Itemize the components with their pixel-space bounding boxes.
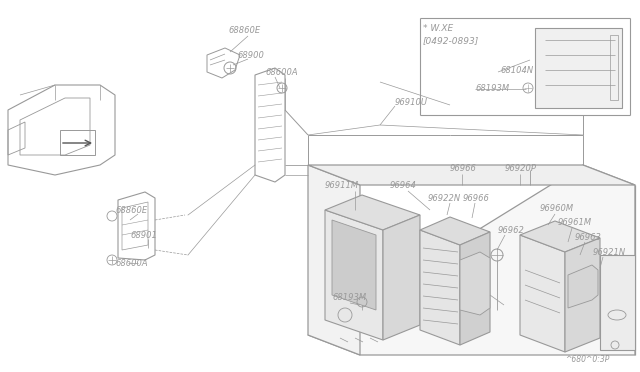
Text: 96966: 96966 [463, 193, 490, 202]
Polygon shape [308, 165, 635, 185]
Polygon shape [383, 215, 420, 340]
Text: 96960M: 96960M [540, 203, 574, 212]
Polygon shape [460, 252, 490, 315]
Polygon shape [420, 230, 460, 345]
Text: 96966: 96966 [450, 164, 477, 173]
Text: 68600A: 68600A [265, 67, 298, 77]
Polygon shape [325, 210, 383, 340]
Polygon shape [332, 220, 376, 310]
Text: 96961M: 96961M [558, 218, 592, 227]
Polygon shape [460, 232, 490, 345]
Text: 96920P: 96920P [505, 164, 537, 173]
Text: 96963: 96963 [575, 232, 602, 241]
Text: ^680^0:3P: ^680^0:3P [565, 356, 609, 365]
Text: 68860E: 68860E [228, 26, 260, 35]
Text: 96921N: 96921N [593, 247, 626, 257]
Text: 96910U: 96910U [395, 97, 428, 106]
Text: 96922N: 96922N [428, 193, 461, 202]
Text: 68900: 68900 [237, 51, 264, 60]
Text: 68901: 68901 [130, 231, 157, 240]
Text: 68104N: 68104N [500, 65, 533, 74]
Polygon shape [600, 255, 635, 350]
Polygon shape [565, 238, 600, 352]
Text: 96962: 96962 [498, 225, 525, 234]
Polygon shape [308, 165, 360, 355]
Polygon shape [325, 195, 420, 230]
Polygon shape [520, 235, 565, 352]
Text: 68860E: 68860E [115, 205, 147, 215]
Text: 68193M: 68193M [475, 83, 509, 93]
Polygon shape [535, 28, 622, 108]
Text: 68600A: 68600A [115, 259, 148, 267]
Polygon shape [420, 217, 490, 245]
Polygon shape [568, 265, 598, 308]
Text: [0492-0893]: [0492-0893] [423, 36, 479, 45]
Text: 96964: 96964 [390, 180, 417, 189]
Text: * W.XE: * W.XE [423, 24, 453, 33]
Text: 96911M: 96911M [325, 180, 359, 189]
Polygon shape [308, 165, 635, 355]
Text: 68193M: 68193M [332, 294, 366, 302]
Polygon shape [520, 221, 600, 252]
